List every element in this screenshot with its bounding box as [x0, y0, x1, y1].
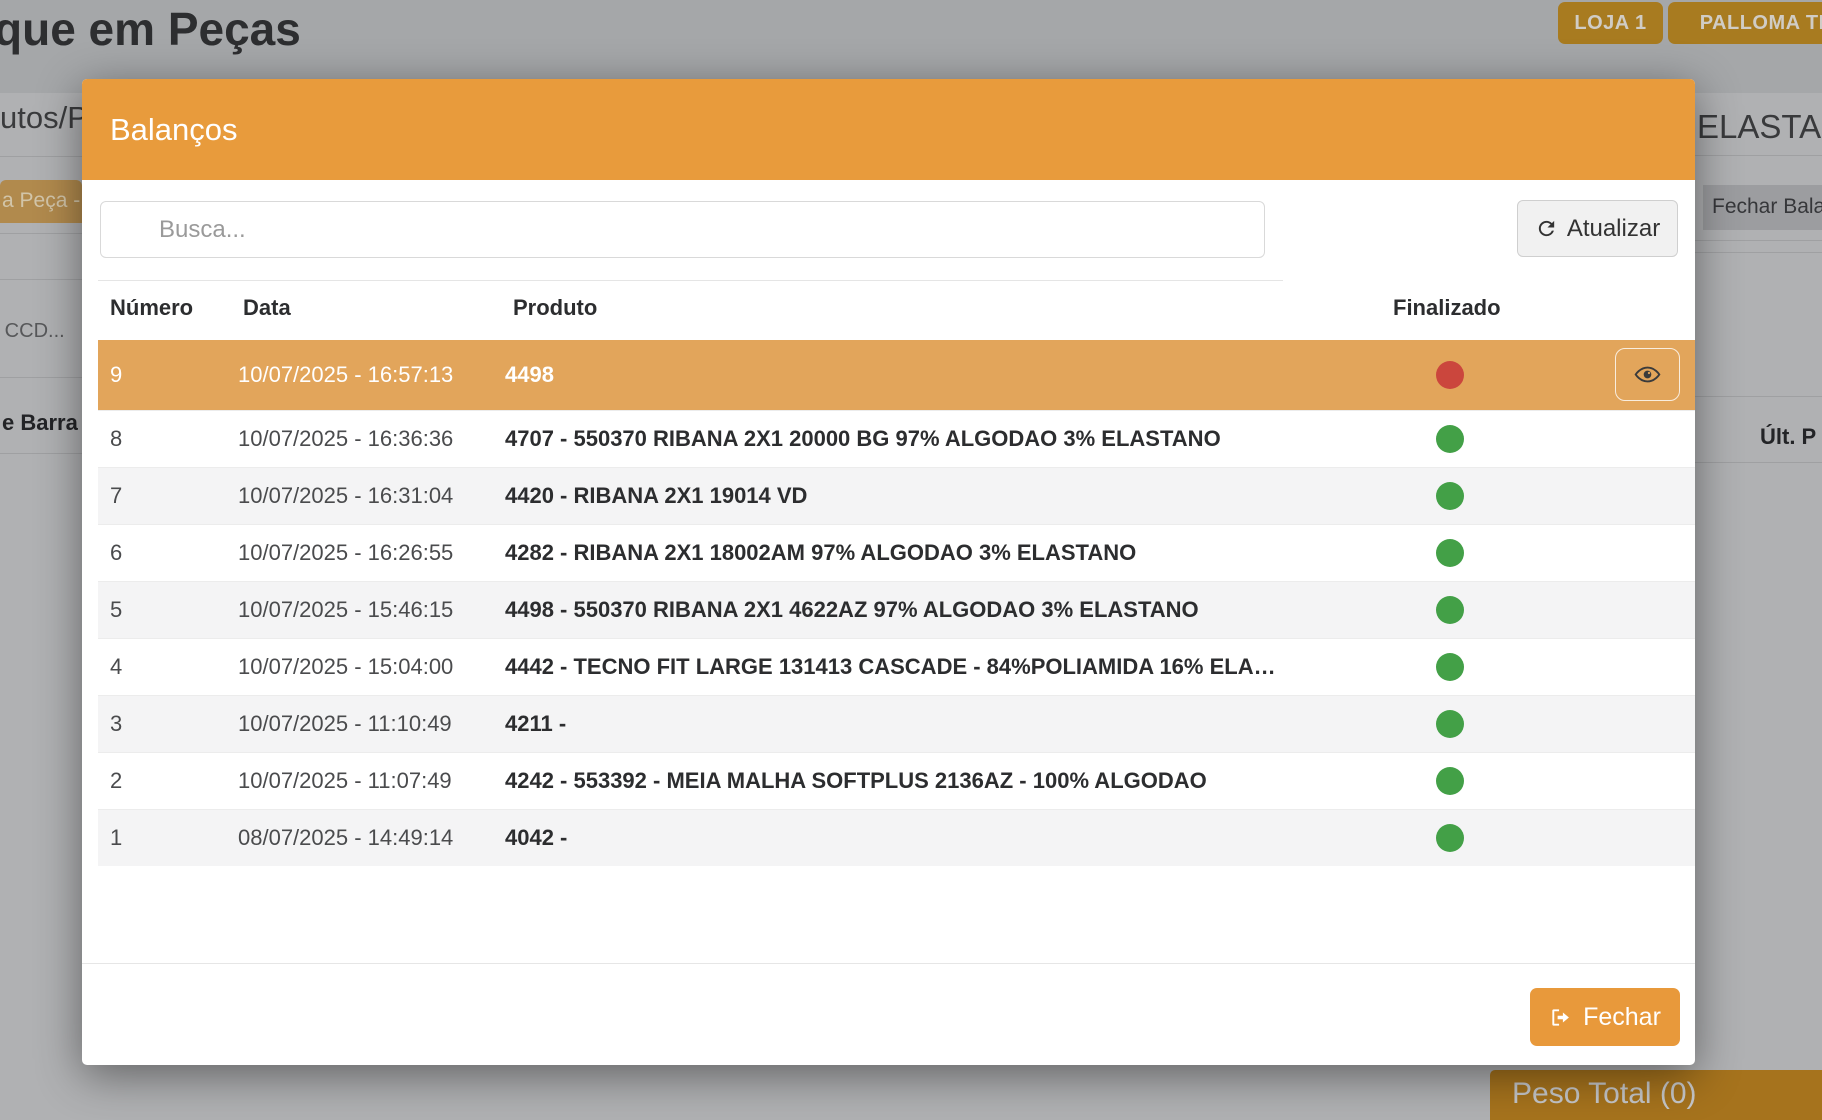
- table-row[interactable]: 7 10/07/2025 - 16:31:04 4420 - RIBANA 2X…: [98, 467, 1695, 524]
- table-row[interactable]: 3 10/07/2025 - 11:10:49 4211 -: [98, 695, 1695, 752]
- cell-data: 10/07/2025 - 16:36:36: [238, 426, 454, 451]
- cell-data: 10/07/2025 - 11:10:49: [238, 711, 452, 736]
- sign-out-icon: [1549, 1006, 1572, 1029]
- cell-produto: 4498 - 550370 RIBANA 2X1 4622AZ 97% ALGO…: [505, 597, 1199, 622]
- table-row[interactable]: 9 10/07/2025 - 16:57:13 4498: [98, 340, 1695, 410]
- cell-data: 10/07/2025 - 11:07:49: [238, 768, 452, 793]
- column-header-numero: Número: [110, 295, 194, 320]
- table-header-row: Número Data Produto Finalizado: [98, 281, 1695, 340]
- close-label: Fechar: [1583, 1002, 1661, 1031]
- cell-data: 08/07/2025 - 14:49:14: [238, 825, 454, 850]
- cell-produto: 4707 - 550370 RIBANA 2X1 20000 BG 97% AL…: [505, 426, 1221, 451]
- cell-produto: 4242 - 553392 - MEIA MALHA SOFTPLUS 2136…: [505, 768, 1207, 793]
- divider: [0, 377, 82, 378]
- table-row[interactable]: 1 08/07/2025 - 14:49:14 4042 -: [98, 809, 1695, 866]
- divider: [0, 156, 82, 157]
- view-balance-button[interactable]: [1615, 348, 1680, 401]
- cell-numero: 3: [110, 711, 123, 736]
- cell-numero: 9: [110, 362, 123, 387]
- store-button-palloma: PALLOMA TEX: [1668, 2, 1822, 44]
- cell-produto: 4042 -: [505, 825, 568, 850]
- divider: [98, 280, 1283, 281]
- table-row[interactable]: 4 10/07/2025 - 15:04:00 4442 - TECNO FIT…: [98, 638, 1695, 695]
- cell-data: 10/07/2025 - 15:04:00: [238, 654, 454, 679]
- column-header-produto: Produto: [513, 295, 598, 320]
- status-dot: [1436, 596, 1464, 624]
- cell-numero: 8: [110, 426, 123, 451]
- divider: [1695, 252, 1822, 253]
- cell-data: 10/07/2025 - 16:57:13: [238, 362, 454, 387]
- peso-total-label: Peso Total (0): [1512, 1077, 1697, 1110]
- refresh-label: Atualizar: [1566, 214, 1661, 242]
- status-dot: [1436, 767, 1464, 795]
- backdrop-close-balance-button: Fechar Balan: [1703, 185, 1822, 230]
- balancos-modal: Balanços Atualizar Número Data Produto F…: [82, 79, 1695, 1065]
- cell-data: 10/07/2025 - 16:31:04: [238, 483, 454, 508]
- divider: [1695, 396, 1822, 397]
- backdrop-tab-peca-label: a Peça - F: [2, 189, 82, 212]
- search-input[interactable]: [100, 201, 1265, 258]
- divider: [1695, 155, 1822, 156]
- status-dot: [1436, 710, 1464, 738]
- column-header-data: Data: [243, 295, 291, 320]
- backdrop-barcode-header: e Barra: [2, 410, 78, 435]
- cell-numero: 4: [110, 654, 123, 679]
- column-header-finalizado: Finalizado: [1393, 295, 1501, 320]
- cell-data: 10/07/2025 - 15:46:15: [238, 597, 454, 622]
- status-dot: [1436, 361, 1464, 389]
- status-dot: [1436, 653, 1464, 681]
- cell-produto: 4442 - TECNO FIT LARGE 131413 CASCADE - …: [505, 654, 1276, 679]
- store-button-loja1: LOJA 1: [1558, 2, 1663, 44]
- table-row[interactable]: 6 10/07/2025 - 16:26:55 4282 - RIBANA 2X…: [98, 524, 1695, 581]
- refresh-icon: [1535, 217, 1558, 240]
- status-dot: [1436, 482, 1464, 510]
- cell-numero: 5: [110, 597, 123, 622]
- status-dot: [1436, 425, 1464, 453]
- cell-produto: 4282 - RIBANA 2X1 18002AM 97% ALGODAO 3%…: [505, 540, 1137, 565]
- cell-numero: 6: [110, 540, 123, 565]
- cell-produto: 4498: [505, 362, 554, 387]
- status-dot: [1436, 539, 1464, 567]
- table-row[interactable]: 8 10/07/2025 - 16:36:36 4707 - 550370 RI…: [98, 410, 1695, 467]
- divider: [0, 453, 82, 454]
- backdrop-product-title: ELASTAN: [1697, 108, 1822, 145]
- table-row[interactable]: 2 10/07/2025 - 11:07:49 4242 - 553392 - …: [98, 752, 1695, 809]
- divider: [1695, 462, 1822, 463]
- divider: [0, 233, 82, 234]
- backdrop-top-bar: [0, 0, 1822, 93]
- modal-title: Balanços: [110, 112, 238, 147]
- modal-footer: Fechar: [82, 963, 1695, 1065]
- peso-total-panel: Peso Total (0): [1490, 1070, 1822, 1120]
- backdrop-close-balance-label: Fechar Balan: [1712, 195, 1822, 218]
- modal-header: Balanços: [82, 79, 1695, 180]
- balance-table-body: 9 10/07/2025 - 16:57:13 4498 8 10/07/202…: [98, 340, 1695, 866]
- status-dot: [1436, 824, 1464, 852]
- divider: [1695, 240, 1822, 241]
- backdrop-products-tab-label: utos/Pe: [0, 100, 84, 135]
- backdrop-last-weight-header: Últ. P: [1760, 424, 1817, 449]
- backdrop-ccd-text: o CCD...: [0, 320, 65, 342]
- table-row[interactable]: 5 10/07/2025 - 15:46:15 4498 - 550370 RI…: [98, 581, 1695, 638]
- divider: [0, 279, 82, 280]
- refresh-button[interactable]: Atualizar: [1517, 200, 1678, 257]
- backdrop-tab-peca: a Peça - F: [0, 180, 82, 223]
- cell-numero: 7: [110, 483, 123, 508]
- cell-produto: 4211 -: [505, 711, 567, 736]
- cell-numero: 2: [110, 768, 123, 793]
- close-modal-button[interactable]: Fechar: [1530, 988, 1680, 1046]
- page-title: que em Peças: [0, 3, 301, 55]
- cell-numero: 1: [110, 825, 123, 850]
- cell-data: 10/07/2025 - 16:26:55: [238, 540, 454, 565]
- cell-produto: 4420 - RIBANA 2X1 19014 VD: [505, 483, 808, 508]
